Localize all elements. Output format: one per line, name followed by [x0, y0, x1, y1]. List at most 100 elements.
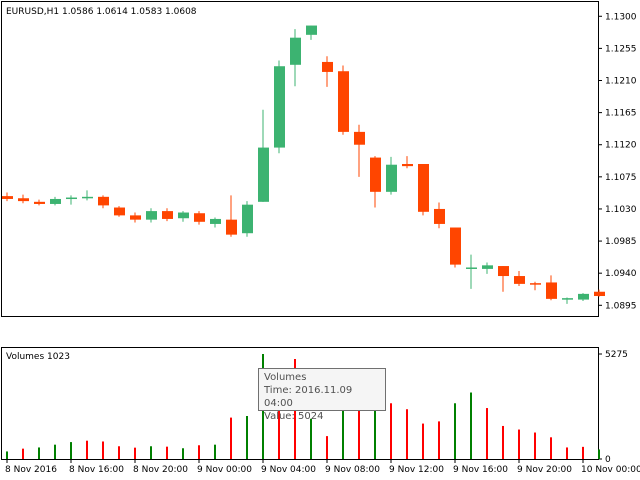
- price-axis: 1.1300 1.1255 1.1210 1.1165 1.1120 1.1075 1.10…: [598, 12, 637, 311]
- candle-body: [2, 196, 13, 199]
- time-tick-label: 9 Nov 20:00: [517, 465, 572, 475]
- candle-body: [482, 265, 493, 269]
- candle[interactable]: [370, 156, 381, 208]
- candle[interactable]: [386, 156, 397, 195]
- candle[interactable]: [338, 65, 349, 135]
- price-tick-label: 1.0895: [605, 301, 637, 311]
- candle-body: [434, 208, 445, 224]
- candle-body: [162, 211, 173, 219]
- candle-body: [50, 198, 61, 204]
- time-tick-label: 9 Nov 00:00: [197, 465, 252, 475]
- time-tick-label: 9 Nov 08:00: [325, 465, 380, 475]
- candle[interactable]: [258, 109, 269, 202]
- candle[interactable]: [18, 194, 29, 204]
- volume-tick-label: 0: [605, 455, 611, 465]
- volumes-indicator-label: Volumes 1023: [6, 352, 70, 362]
- time-tick-label: 9 Nov 16:00: [453, 465, 508, 475]
- candle[interactable]: [530, 281, 541, 291]
- candle[interactable]: [146, 208, 157, 223]
- candle[interactable]: [482, 262, 493, 274]
- candle[interactable]: [130, 212, 141, 223]
- candle-body: [418, 163, 429, 212]
- candle-body: [546, 282, 557, 299]
- candle[interactable]: [274, 60, 285, 154]
- candle-body: [370, 157, 381, 192]
- candle-body: [194, 213, 205, 222]
- candle-body: [530, 283, 541, 285]
- candle[interactable]: [354, 124, 365, 177]
- candle-body: [578, 293, 589, 300]
- candle-body: [402, 163, 413, 167]
- time-tick-label: 8 Nov 2016: [5, 465, 57, 475]
- candle[interactable]: [306, 25, 317, 40]
- tooltip-time: Time: 2016.11.09 04:00: [264, 385, 353, 409]
- candle[interactable]: [290, 29, 301, 87]
- volume-tick-label: 5275: [605, 350, 628, 360]
- candle[interactable]: [162, 208, 173, 222]
- time-tick-label: 8 Nov 16:00: [69, 465, 124, 475]
- price-tick-label: 1.1030: [605, 205, 637, 215]
- candle-body: [450, 227, 461, 265]
- volume-axis: 5275 0: [598, 350, 628, 465]
- candle[interactable]: [66, 195, 77, 205]
- volume-panel-frame: [1, 347, 599, 460]
- candle-body: [66, 197, 77, 200]
- candle[interactable]: [514, 271, 525, 287]
- candle[interactable]: [210, 217, 221, 228]
- candle[interactable]: [402, 156, 413, 169]
- tooltip-value: Value: 5024: [264, 411, 324, 422]
- candle-body: [562, 298, 573, 300]
- candle[interactable]: [178, 211, 189, 222]
- price-tick-label: 1.1210: [605, 77, 637, 87]
- candle-body: [354, 131, 365, 145]
- candle-body: [242, 204, 253, 234]
- candle[interactable]: [2, 192, 13, 202]
- candle-body: [98, 196, 109, 206]
- time-tick-label: 9 Nov 04:00: [261, 465, 316, 475]
- price-tick-label: 1.1165: [605, 109, 637, 119]
- candle[interactable]: [50, 196, 61, 206]
- candle[interactable]: [434, 202, 445, 229]
- candle[interactable]: [226, 195, 237, 237]
- price-tick-label: 1.1300: [605, 12, 637, 22]
- candlestick-series[interactable]: [2, 25, 605, 304]
- candle[interactable]: [546, 275, 557, 301]
- candle-body: [386, 164, 397, 192]
- candle-body: [258, 147, 269, 202]
- candle[interactable]: [562, 297, 573, 304]
- candle[interactable]: [466, 254, 477, 289]
- candle[interactable]: [242, 201, 253, 237]
- candle[interactable]: [98, 195, 109, 209]
- candle-body: [274, 66, 285, 148]
- volume-tooltip: Volumes Time: 2016.11.09 04:00 Value: 50…: [258, 368, 386, 422]
- time-tick-label: 10 Nov 00:00: [581, 465, 640, 475]
- time-axis: 8 Nov 2016 8 Nov 16:00 8 Nov 20:00 9 Nov 00…: [5, 459, 640, 475]
- candle-body: [34, 201, 45, 204]
- time-tick-label: 8 Nov 20:00: [133, 465, 188, 475]
- candle[interactable]: [594, 289, 605, 297]
- candle-body: [594, 291, 605, 297]
- candle[interactable]: [498, 266, 509, 292]
- candle-body: [290, 37, 301, 65]
- candle[interactable]: [322, 56, 333, 87]
- candle[interactable]: [418, 163, 429, 216]
- candle[interactable]: [82, 190, 93, 201]
- price-tick-label: 1.1255: [605, 44, 637, 54]
- candle-body: [306, 25, 317, 35]
- price-tick-label: 1.0940: [605, 269, 637, 279]
- candle[interactable]: [114, 206, 125, 217]
- candle[interactable]: [194, 211, 205, 225]
- candle[interactable]: [578, 293, 589, 302]
- candle-body: [226, 219, 237, 235]
- candle-body: [498, 266, 509, 277]
- candle[interactable]: [450, 227, 461, 268]
- candle-body: [18, 198, 29, 202]
- price-tick-label: 1.1120: [605, 141, 637, 151]
- candle[interactable]: [34, 199, 45, 206]
- candle-body: [338, 71, 349, 132]
- candle-body: [178, 212, 189, 219]
- price-panel-frame: [1, 1, 599, 317]
- candle-body: [514, 276, 525, 284]
- time-tick-label: 9 Nov 12:00: [389, 465, 444, 475]
